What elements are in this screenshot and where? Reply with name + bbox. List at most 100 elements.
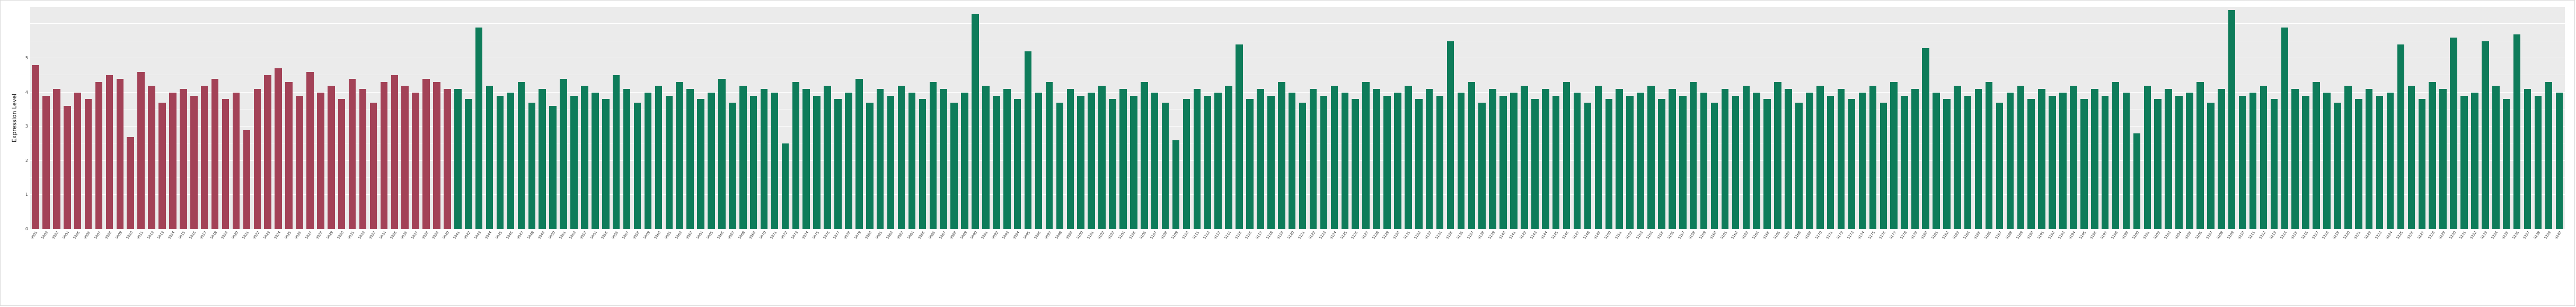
x-tick-slot: S101 xyxy=(1086,229,1097,297)
bar xyxy=(961,92,968,229)
x-tick-label: S107 xyxy=(1149,230,1158,240)
bar-slot xyxy=(833,7,843,229)
bar xyxy=(306,71,314,229)
bar xyxy=(539,89,546,229)
x-tick-label: S038 xyxy=(420,230,429,240)
y-axis-label: Expression Level xyxy=(11,93,18,143)
x-tick-slot: S084 xyxy=(906,229,918,297)
x-tick-label: S173 xyxy=(1846,230,1855,240)
x-tick-label: S054 xyxy=(589,230,598,240)
bar xyxy=(2386,92,2394,229)
x-tick-label: S203 xyxy=(2163,230,2172,240)
x-tick-slot: S153 xyxy=(1635,229,1646,297)
x-tick-slot: S226 xyxy=(2406,229,2416,297)
x-tick-label: S171 xyxy=(1825,230,1834,240)
bar xyxy=(1785,89,1792,229)
x-tick-slot: S237 xyxy=(2522,229,2533,297)
x-tick-slot: S023 xyxy=(262,229,273,297)
x-tick-label: S172 xyxy=(1836,230,1845,240)
x-tick-slot: S198 xyxy=(2110,229,2121,297)
bar xyxy=(296,96,303,229)
x-tick-label: S060 xyxy=(653,230,662,240)
x-tick-label: S204 xyxy=(2173,230,2182,240)
bar xyxy=(454,89,462,229)
bar xyxy=(1669,89,1676,229)
x-tick-slot: S178 xyxy=(1899,229,1910,297)
x-tick-label: S128 xyxy=(1371,230,1380,240)
x-tick-slot: S156 xyxy=(1667,229,1678,297)
bar-slot xyxy=(189,7,199,229)
x-tick-label: S169 xyxy=(1804,230,1813,240)
bar xyxy=(1858,92,1866,229)
x-tick-label: S226 xyxy=(2406,230,2415,240)
x-tick-slot: S117 xyxy=(1255,229,1266,297)
x-tick-slot: S231 xyxy=(2459,229,2469,297)
bar-slot xyxy=(1508,7,1519,229)
bar xyxy=(1753,92,1760,229)
bar xyxy=(127,137,135,229)
bar xyxy=(855,78,863,229)
bar xyxy=(1679,96,1687,229)
x-tick-label: S067 xyxy=(727,230,736,240)
x-tick-slot: S011 xyxy=(136,229,146,297)
bar-slot xyxy=(854,7,864,229)
bar xyxy=(1996,102,2004,229)
bar xyxy=(359,89,367,229)
x-tick-slot: S228 xyxy=(2427,229,2438,297)
bar xyxy=(42,96,50,229)
bar xyxy=(2376,96,2384,229)
bar xyxy=(1373,89,1380,229)
x-tick-label: S208 xyxy=(2216,230,2225,240)
x-tick-label: S210 xyxy=(2237,230,2246,240)
x-tick-slot: S212 xyxy=(2258,229,2269,297)
bar-slot xyxy=(358,7,368,229)
bar-slot xyxy=(685,7,695,229)
x-tick-slot: S139 xyxy=(1487,229,1498,297)
x-tick-label: S160 xyxy=(1709,230,1718,240)
bar xyxy=(1594,85,1602,229)
bar-slot xyxy=(748,7,759,229)
x-tick-slot: S096 xyxy=(1033,229,1044,297)
x-tick-slot: S136 xyxy=(1455,229,1466,297)
x-tick-slot: S184 xyxy=(1962,229,1973,297)
x-tick-label: S001 xyxy=(30,230,39,240)
bar-slot xyxy=(2237,7,2248,229)
x-tick-label: S122 xyxy=(1308,230,1317,240)
bar-slot xyxy=(1530,7,1540,229)
x-tick-label: S059 xyxy=(642,230,651,240)
bar-slot xyxy=(495,7,506,229)
bar xyxy=(1985,82,1993,229)
bar xyxy=(1172,140,1180,229)
bar xyxy=(1109,99,1116,229)
x-tick-slot: S098 xyxy=(1054,229,1065,297)
bar-slot xyxy=(146,7,157,229)
bar xyxy=(2175,96,2183,229)
bar-slot xyxy=(1371,7,1382,229)
bar-slot xyxy=(2290,7,2300,229)
bar xyxy=(1806,92,1813,229)
bar-slot xyxy=(1455,7,1466,229)
bar-slot xyxy=(1635,7,1646,229)
bar xyxy=(1003,89,1011,229)
x-tick-slot: S037 xyxy=(410,229,421,297)
bar-slot xyxy=(1487,7,1498,229)
x-tick-label: S153 xyxy=(1635,230,1644,240)
minor-gridline xyxy=(30,177,2565,178)
x-tick-label: S016 xyxy=(188,230,197,240)
bar xyxy=(972,13,979,229)
bar xyxy=(1890,82,1898,229)
bar xyxy=(2471,92,2478,229)
bar-slot xyxy=(2005,7,2015,229)
bar-slot xyxy=(1994,7,2005,229)
x-tick-label: S145 xyxy=(1550,230,1559,240)
x-tick-label: S219 xyxy=(2332,230,2341,240)
x-tick-slot: S056 xyxy=(611,229,622,297)
x-tick-slot: S203 xyxy=(2163,229,2174,297)
bar-slot xyxy=(537,7,548,229)
bar xyxy=(1880,102,1887,229)
bar-slot xyxy=(1276,7,1287,229)
bar xyxy=(1964,96,1972,229)
bar xyxy=(2101,96,2109,229)
bar-slot xyxy=(2322,7,2332,229)
bar-slot xyxy=(1730,7,1741,229)
